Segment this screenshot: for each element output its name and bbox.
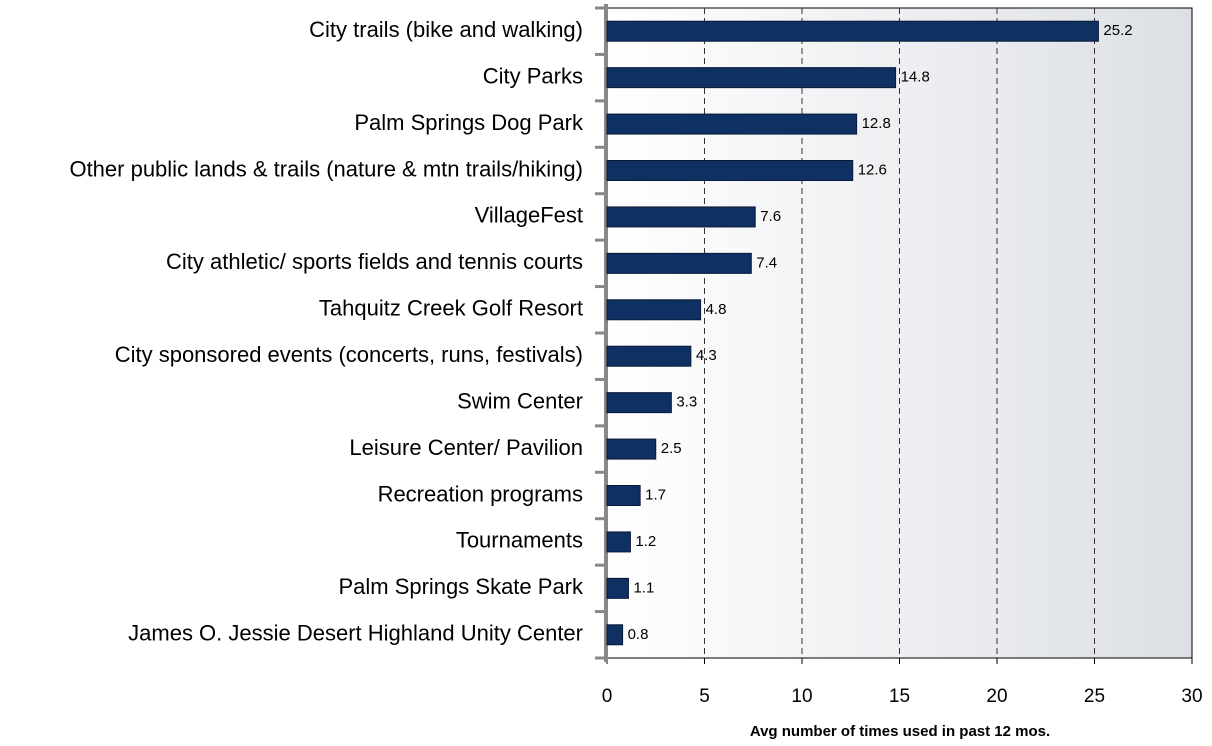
bar (606, 206, 756, 228)
y-tick-label: Recreation programs (378, 481, 583, 506)
bar (606, 438, 657, 460)
value-label: 14.8 (901, 69, 930, 86)
bar (606, 252, 752, 274)
value-label: 2.5 (661, 440, 682, 457)
y-tick-label: Tahquitz Creek Golf Resort (319, 296, 583, 321)
y-tick-label: Palm Springs Dog Park (354, 110, 584, 135)
y-tick-label: Swim Center (457, 388, 583, 413)
x-tick-label: 0 (602, 686, 613, 707)
x-tick-label: 15 (889, 686, 910, 707)
x-tick-label: 30 (1181, 686, 1202, 707)
bar (606, 20, 1099, 42)
value-label: 25.2 (1103, 22, 1132, 39)
value-label: 1.7 (645, 486, 666, 503)
value-label: 7.4 (756, 254, 777, 271)
x-axis-label: Avg number of times used in past 12 mos. (750, 723, 1050, 740)
y-tick-label: City athletic/ sports fields and tennis … (166, 249, 583, 274)
value-label: 1.1 (633, 579, 654, 596)
bar (606, 67, 897, 89)
bar (606, 624, 624, 646)
bar (606, 392, 672, 414)
bar (606, 160, 854, 181)
bar (606, 577, 629, 599)
y-tick-label: VillageFest (475, 203, 583, 228)
bar (606, 485, 641, 506)
bar (606, 345, 692, 367)
value-label: 12.6 (858, 161, 887, 178)
value-label: 4.8 (706, 301, 727, 318)
y-tick-label: City sponsored events (concerts, runs, f… (115, 342, 583, 367)
x-tick-label: 25 (1084, 686, 1105, 707)
bar (606, 113, 858, 135)
x-tick-label: 20 (986, 686, 1007, 707)
x-tick-label: 5 (699, 686, 710, 707)
y-tick-label: Palm Springs Skate Park (338, 574, 584, 599)
y-tick-label: Other public lands & trails (nature & mt… (69, 156, 583, 181)
x-tick-label: 10 (791, 686, 812, 707)
y-tick-label: James O. Jessie Desert Highland Unity Ce… (128, 621, 583, 646)
y-tick-label: City trails (bike and walking) (309, 17, 583, 42)
value-label: 1.2 (635, 533, 656, 550)
value-label: 0.8 (628, 626, 649, 643)
bar (606, 531, 631, 553)
y-tick-label: Leisure Center/ Pavilion (349, 435, 583, 460)
value-label: 12.8 (862, 115, 891, 132)
y-tick-label: Tournaments (456, 528, 583, 553)
value-label: 4.3 (696, 347, 717, 364)
y-tick-label: City Parks (483, 63, 583, 88)
bar (606, 299, 702, 321)
value-label: 3.3 (676, 394, 697, 411)
value-label: 7.6 (760, 208, 781, 225)
